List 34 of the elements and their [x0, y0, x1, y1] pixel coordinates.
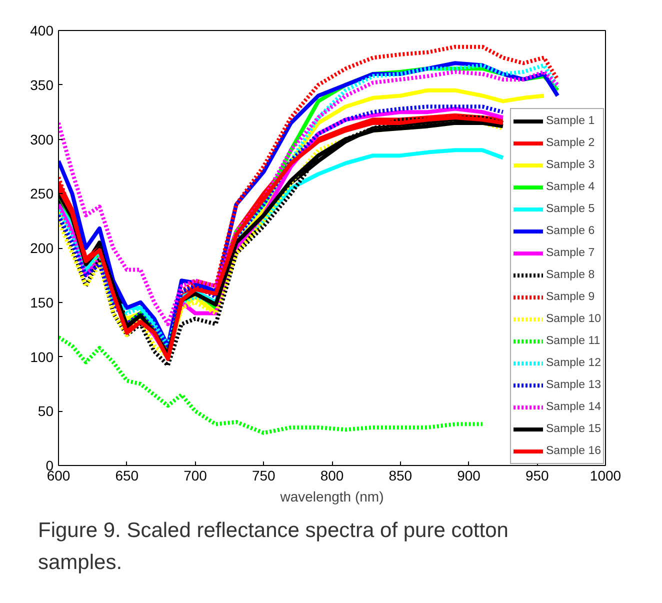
y-tick-label: 300: [30, 131, 54, 148]
y-tick-label: 250: [30, 186, 54, 202]
y-tick-label: 350: [30, 76, 54, 93]
y-tick-label: 50: [38, 403, 54, 420]
y-tick-label: 400: [30, 22, 54, 38]
legend-label: Sample 2: [546, 136, 595, 151]
legend-label: Sample 7: [546, 246, 595, 261]
y-tick-label: 100: [30, 348, 54, 365]
x-axis-title: wavelength (nm): [279, 488, 384, 504]
x-tick-label: 800: [320, 468, 344, 484]
x-tick-label: 650: [115, 468, 139, 484]
y-tick-label: 150: [30, 294, 54, 310]
legend-label: Sample 11: [546, 334, 600, 349]
legend-label: Sample 12: [546, 356, 601, 371]
x-tick-label: 950: [525, 468, 550, 484]
legend-label: Sample 14: [546, 400, 601, 415]
legend-label: Sample 16: [546, 444, 601, 459]
x-tick-label: 700: [184, 468, 208, 484]
x-tick-label: 900: [457, 468, 481, 484]
caption: Figure 9. Scaled reflectance spectra of pure cotton samples.: [38, 518, 510, 576]
legend-label: Sample 5: [546, 202, 595, 217]
y-tick-label: 200: [30, 240, 54, 256]
legend-label: Sample 4: [546, 180, 595, 195]
legend-label: Sample 3: [546, 158, 595, 173]
legend-label: Sample 13: [546, 378, 601, 393]
legend-label: Sample 6: [546, 224, 595, 239]
legend-label: Sample 9: [546, 290, 595, 305]
x-tick-label: 1000: [590, 468, 622, 484]
legend-label: Sample 15: [546, 422, 601, 437]
legend-label: Sample 10: [546, 312, 601, 327]
x-tick-label: 850: [388, 468, 412, 484]
x-tick-label: 750: [252, 468, 276, 484]
legend-label: Sample 1: [546, 114, 595, 129]
legend-label: Sample 8: [546, 268, 595, 283]
